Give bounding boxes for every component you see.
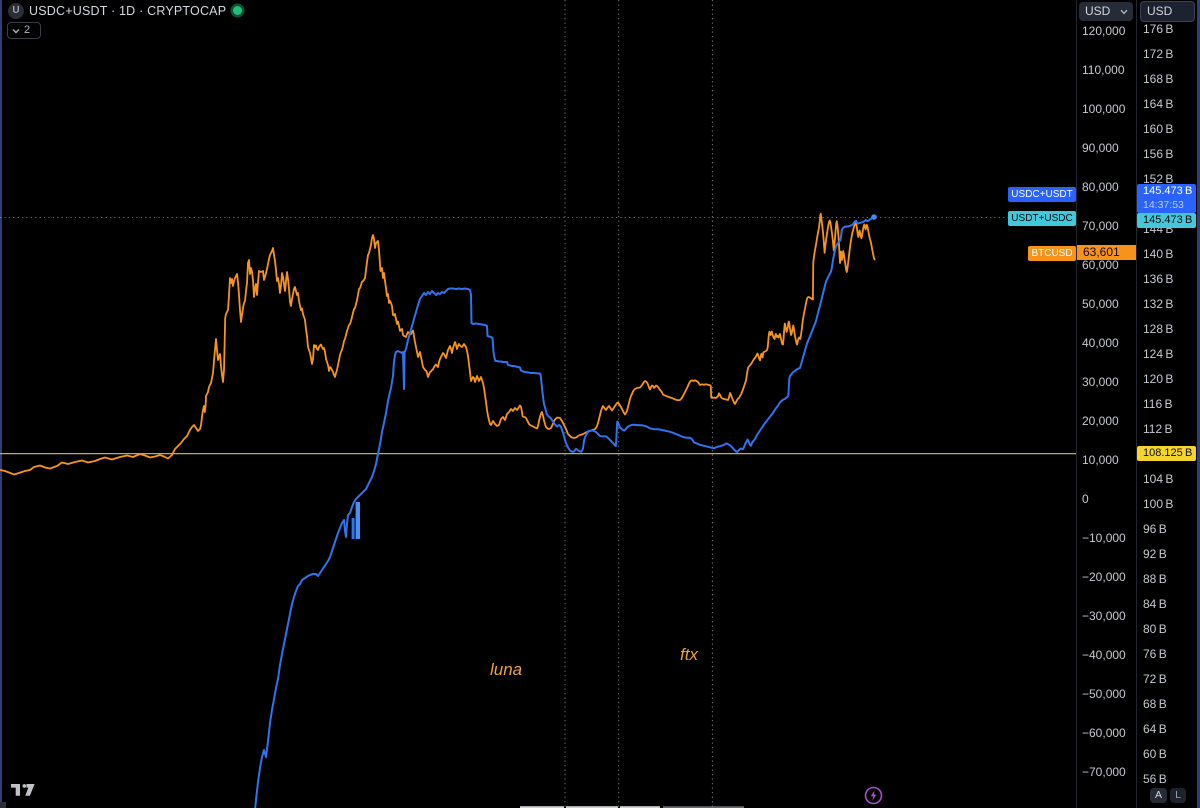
svg-text:luna: luna: [490, 660, 522, 679]
svg-text:ftx: ftx: [680, 645, 698, 664]
